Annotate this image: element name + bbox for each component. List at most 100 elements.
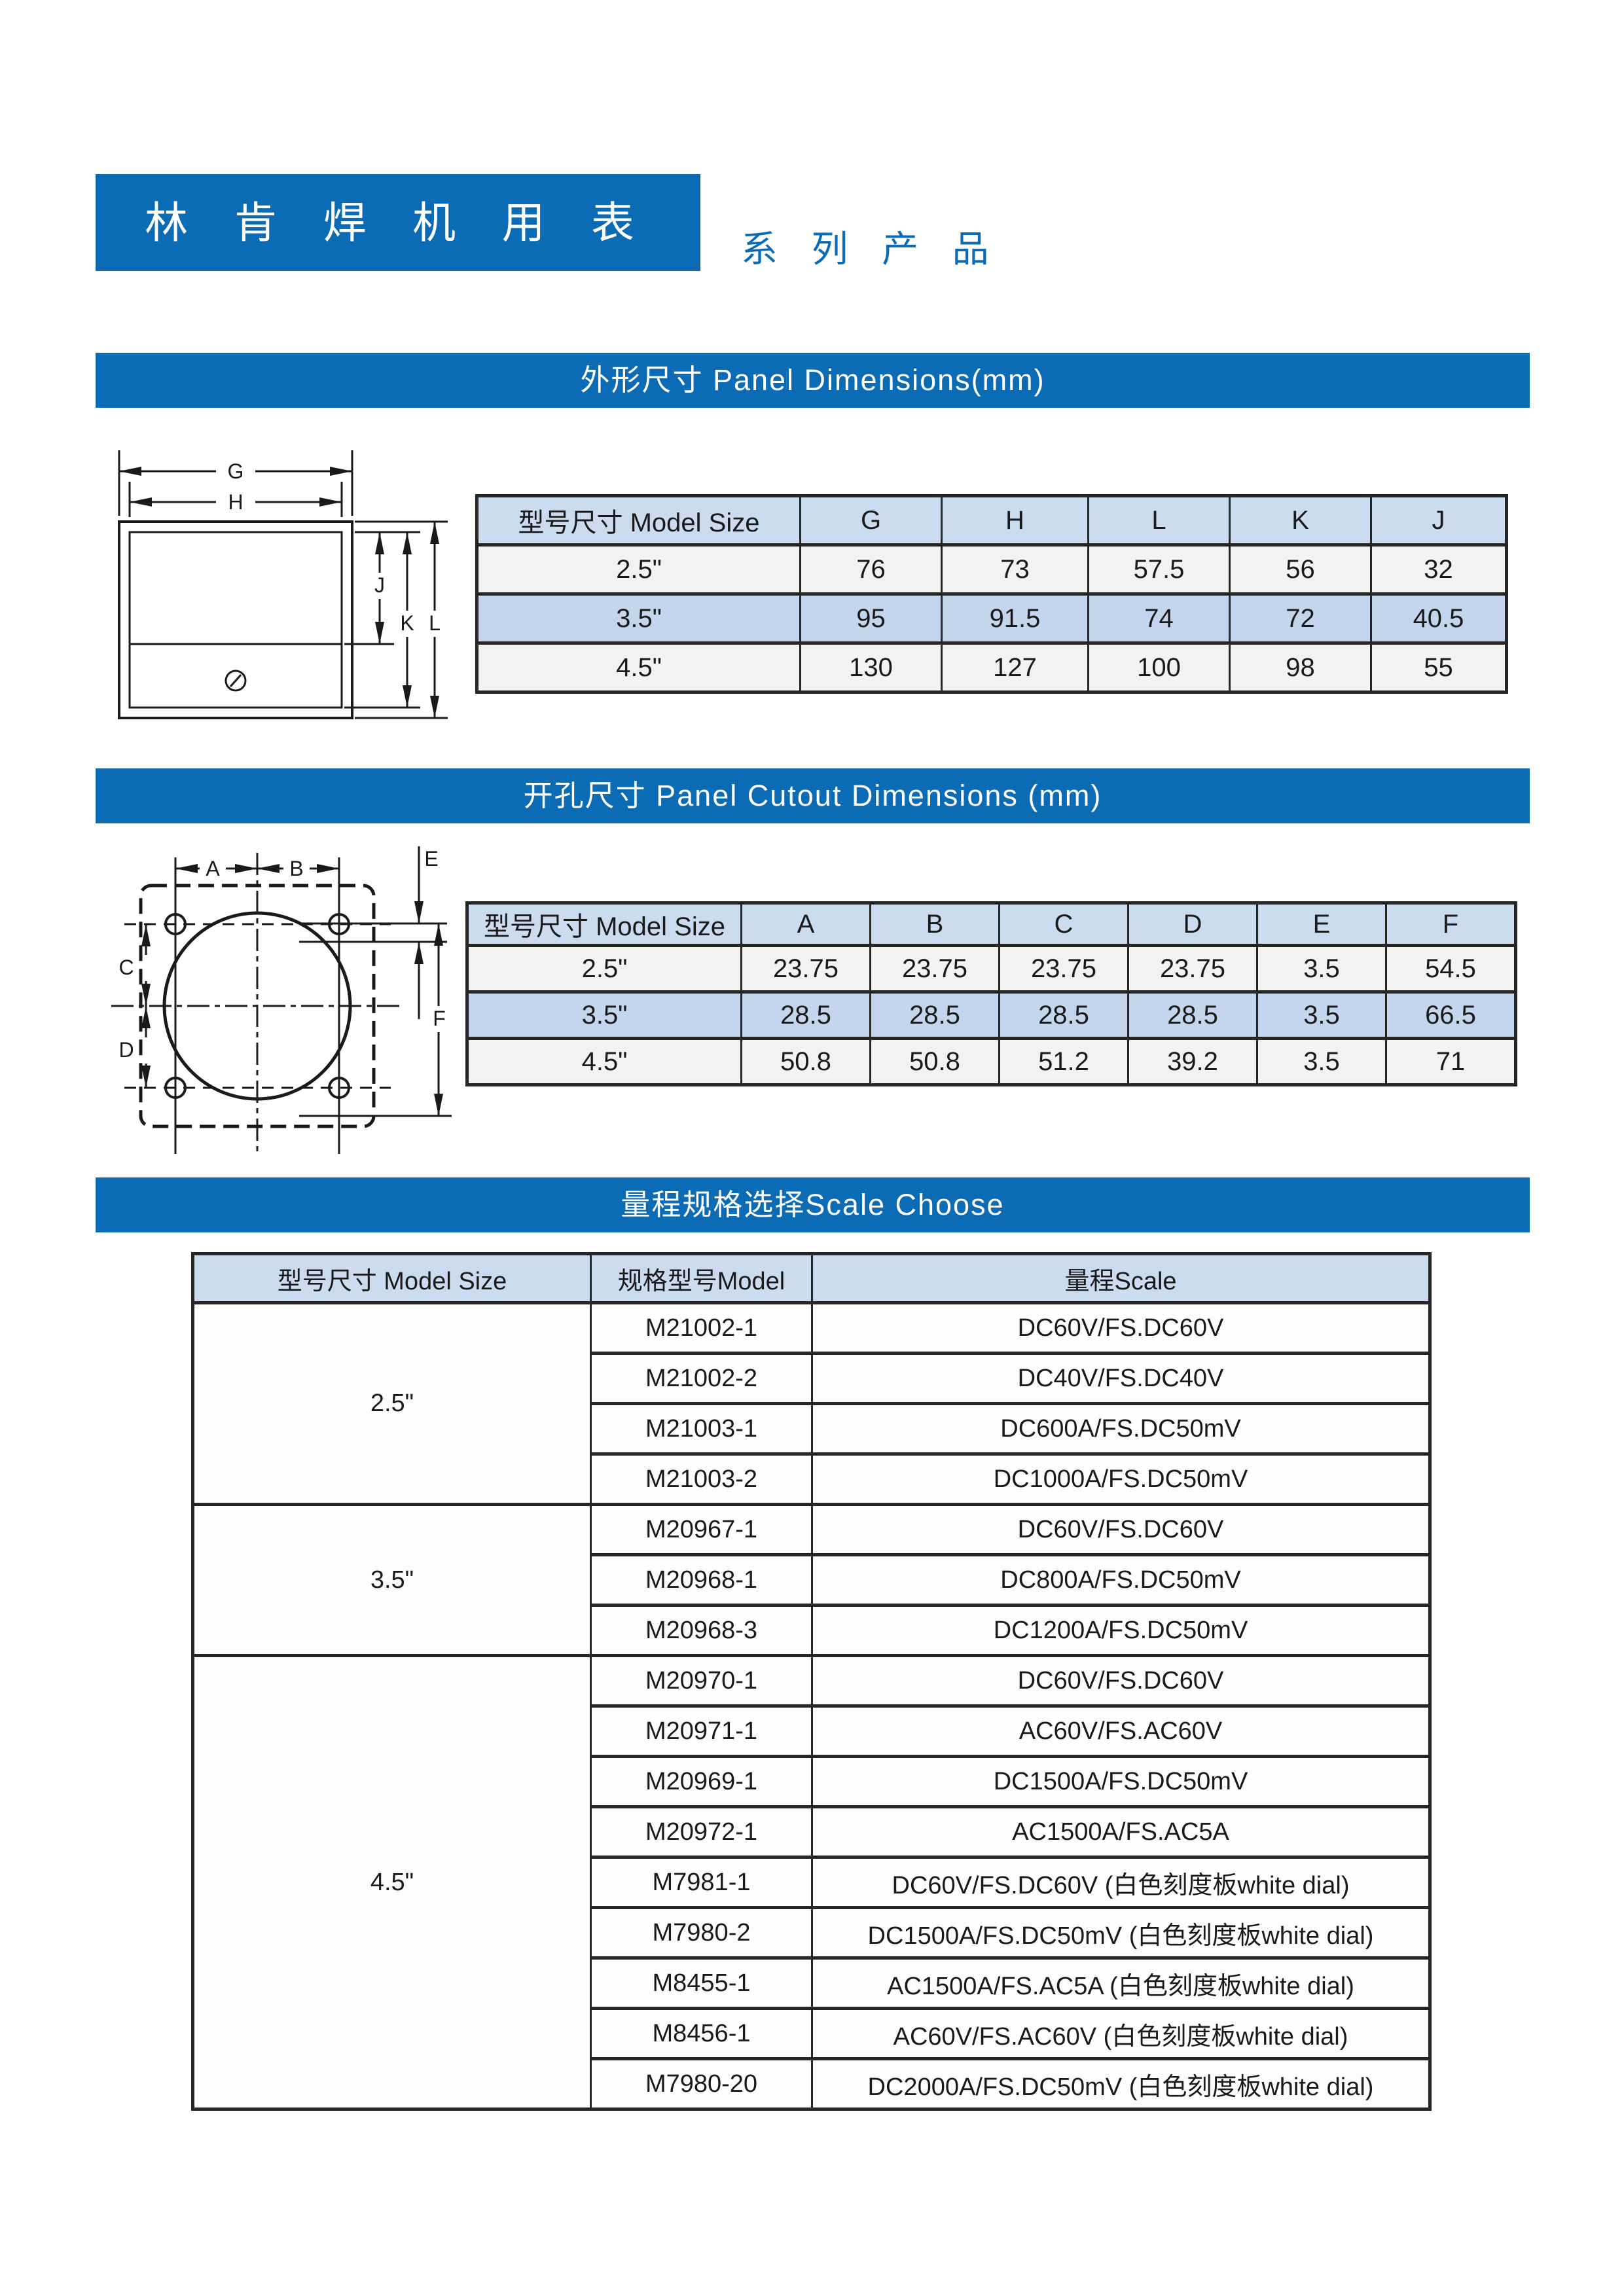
model-cell: M20969-1 bbox=[590, 1755, 813, 1808]
model-cell: M21002-1 bbox=[590, 1301, 813, 1355]
dim-label-C: C bbox=[118, 956, 134, 979]
table-cell: 28.5 bbox=[740, 990, 871, 1040]
scale-cell: DC1200A/FS.DC50mV bbox=[811, 1604, 1431, 1657]
model-cell: M20968-3 bbox=[590, 1604, 813, 1657]
banner-cutout-dimensions: 开孔尺寸 Panel Cutout Dimensions (mm) bbox=[96, 768, 1530, 823]
column-header: J bbox=[1370, 494, 1507, 547]
brand-title-box: 林 肯 焊 机 用 表 bbox=[96, 174, 700, 271]
table-row: 4.5" M20970-1 DC60V/FS.DC60V bbox=[192, 1654, 1431, 2111]
dim-label-H: H bbox=[228, 490, 243, 514]
table-cell: 23.75 bbox=[1127, 944, 1258, 994]
scale-cell: DC800A/FS.DC50mV bbox=[811, 1553, 1431, 1607]
table-cell: 39.2 bbox=[1127, 1037, 1258, 1086]
column-header: H bbox=[941, 494, 1089, 547]
dim-label-F: F bbox=[433, 1007, 446, 1030]
scale-cell: DC600A/FS.DC50mV bbox=[811, 1402, 1431, 1456]
model-size-cell: 3.5" bbox=[192, 1503, 592, 1657]
table-cell: 51.2 bbox=[998, 1037, 1129, 1086]
model-cell: M8456-1 bbox=[590, 2007, 813, 2060]
table-cell: 23.75 bbox=[869, 944, 1000, 994]
model-cell: M20968-1 bbox=[590, 1553, 813, 1607]
table-row: 2.5" 76 73 57.5 56 32 bbox=[476, 543, 1507, 596]
table-row: M7981-1 DC60V/FS.DC60V (白色刻度板white dial) bbox=[193, 1856, 1431, 1909]
table-row: M8455-1 AC1500A/FS.AC5A (白色刻度板white dial… bbox=[193, 1956, 1431, 2010]
table-cell: 71 bbox=[1385, 1037, 1517, 1086]
mounting-hole-icon bbox=[164, 913, 187, 935]
scale-cell: AC1500A/FS.AC5A (白色刻度板white dial) bbox=[811, 1956, 1431, 2010]
table-row: M20969-1 DC1500A/FS.DC50mV bbox=[193, 1755, 1431, 1808]
brand-title: 林 肯 焊 机 用 表 bbox=[145, 198, 651, 247]
scale-cell: DC60V/FS.DC60V bbox=[811, 1654, 1431, 1708]
model-cell: M20967-1 bbox=[590, 1503, 813, 1556]
panel-dimensions-diagram: G H J K L bbox=[118, 450, 448, 719]
scale-cell: AC60V/FS.AC60V bbox=[811, 1704, 1431, 1758]
column-header: L bbox=[1087, 494, 1231, 547]
table-cell: 98 bbox=[1229, 641, 1372, 694]
table-cell: 100 bbox=[1087, 641, 1231, 694]
table-row: 4.5" 130 127 100 98 55 bbox=[476, 641, 1507, 694]
dim-label-A: A bbox=[206, 857, 220, 880]
cutout-dimensions-table: 型号尺寸 Model Size A B C D E F 2.5" 23.75 2… bbox=[465, 901, 1517, 1086]
model-size-cell: 2.5" bbox=[192, 1301, 592, 1506]
table-header-row: 型号尺寸 Model Size G H L K J bbox=[476, 494, 1507, 547]
table-cell: 3.5" bbox=[476, 592, 801, 645]
banner-scale-choose: 量程规格选择Scale Choose bbox=[96, 1177, 1530, 1232]
dim-label-K: K bbox=[400, 611, 414, 635]
table-cell: 74 bbox=[1087, 592, 1231, 645]
scale-cell: DC2000A/FS.DC50mV (白色刻度板white dial) bbox=[811, 2057, 1431, 2111]
scale-cell: AC1500A/FS.AC5A bbox=[811, 1805, 1431, 1859]
table-cell: 3.5 bbox=[1256, 990, 1387, 1040]
table-cell: 73 bbox=[941, 543, 1089, 596]
column-header: G bbox=[799, 494, 943, 547]
table-row: M20968-3 DC1200A/FS.DC50mV bbox=[193, 1604, 1431, 1657]
table-cell: 50.8 bbox=[740, 1037, 871, 1086]
panel-inner-outline bbox=[128, 531, 343, 709]
panel-dimensions-table: 型号尺寸 Model Size G H L K J 2.5" 76 73 57.… bbox=[475, 494, 1508, 694]
column-header: 型号尺寸 Model Size bbox=[192, 1252, 592, 1304]
model-cell: M7981-1 bbox=[590, 1856, 813, 1909]
table-cell: 76 bbox=[799, 543, 943, 596]
dim-label-D: D bbox=[118, 1038, 134, 1062]
table-cell: 2.5" bbox=[466, 944, 742, 994]
table-row: 2.5" 23.75 23.75 23.75 23.75 3.5 54.5 bbox=[466, 944, 1517, 994]
model-cell: M20972-1 bbox=[590, 1805, 813, 1859]
table-row: M20972-1 AC1500A/FS.AC5A bbox=[193, 1805, 1431, 1859]
model-cell: M7980-2 bbox=[590, 1906, 813, 1960]
table-cell: 40.5 bbox=[1370, 592, 1507, 645]
screw-icon bbox=[225, 670, 247, 692]
table-cell: 55 bbox=[1370, 641, 1507, 694]
dim-label-L: L bbox=[429, 611, 441, 635]
model-size-cell: 4.5" bbox=[192, 1654, 592, 2111]
table-row: 2.5" M21002-1 DC60V/FS.DC60V bbox=[192, 1301, 1431, 1506]
column-header: A bbox=[740, 901, 871, 947]
scale-cell: DC60V/FS.DC60V bbox=[811, 1301, 1431, 1355]
table-cell: 4.5" bbox=[476, 641, 801, 694]
table-cell: 3.5 bbox=[1256, 944, 1387, 994]
table-row: M20968-1 DC800A/FS.DC50mV bbox=[193, 1553, 1431, 1607]
table-cell: 28.5 bbox=[1127, 990, 1258, 1040]
table-cell: 95 bbox=[799, 592, 943, 645]
scale-cell: DC1500A/FS.DC50mV bbox=[811, 1755, 1431, 1808]
table-row: M8456-1 AC60V/FS.AC60V (白色刻度板white dial) bbox=[193, 2007, 1431, 2060]
model-cell: M8455-1 bbox=[590, 1956, 813, 2010]
scale-cell: DC60V/FS.DC60V bbox=[811, 1503, 1431, 1556]
dim-label-E: E bbox=[424, 847, 438, 870]
table-cell: 2.5" bbox=[476, 543, 801, 596]
table-cell: 23.75 bbox=[998, 944, 1129, 994]
column-header: 规格型号Model bbox=[590, 1252, 813, 1304]
table-row: M21003-1 DC600A/FS.DC50mV bbox=[193, 1402, 1431, 1456]
table-row: M21002-2 DC40V/FS.DC40V bbox=[193, 1352, 1431, 1405]
model-cell: M20970-1 bbox=[590, 1654, 813, 1708]
table-cell: 3.5" bbox=[466, 990, 742, 1040]
table-cell: 57.5 bbox=[1087, 543, 1231, 596]
table-cell: 4.5" bbox=[466, 1037, 742, 1086]
mounting-hole-icon bbox=[328, 1077, 350, 1099]
table-cell: 50.8 bbox=[869, 1037, 1000, 1086]
scale-choose-table: 型号尺寸 Model Size 规格型号Model 量程Scale 2.5" M… bbox=[191, 1252, 1432, 2111]
series-subtitle: 系 列 产 品 bbox=[741, 228, 1001, 270]
table-cell: 127 bbox=[941, 641, 1089, 694]
dim-label-G: G bbox=[228, 459, 244, 483]
column-header: K bbox=[1229, 494, 1372, 547]
table-row: M7980-2 DC1500A/FS.DC50mV (白色刻度板white di… bbox=[193, 1906, 1431, 1960]
